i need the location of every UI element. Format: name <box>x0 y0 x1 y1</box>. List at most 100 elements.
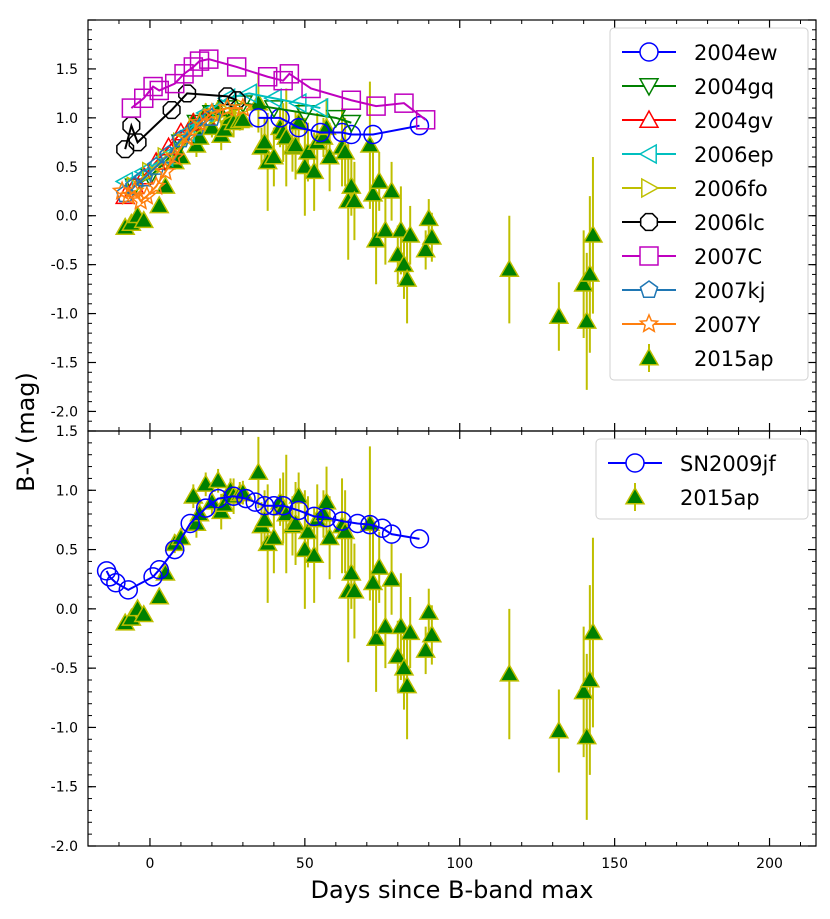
sn2015ap-point <box>396 268 418 287</box>
series-2007Y <box>111 97 254 210</box>
sn2015ap-point <box>344 190 365 209</box>
2007C-point <box>366 96 386 116</box>
top-ytick-label: -2.0 <box>51 404 78 420</box>
SN2009jf-point <box>245 492 266 512</box>
legend-label: 2007kj <box>694 279 765 303</box>
SN2009jf-point <box>409 529 430 549</box>
sn2015ap-point <box>573 681 594 700</box>
2007Y-point <box>130 190 152 210</box>
sn2015ap-point <box>155 562 176 581</box>
SN2009jf-point <box>264 495 284 516</box>
2007C-point <box>149 80 170 101</box>
2007C-point <box>341 90 362 110</box>
2006lc-point <box>116 140 135 159</box>
sn2015ap-point <box>201 117 223 136</box>
sn2015ap-point <box>248 461 269 480</box>
sn2015ap-point <box>359 134 381 153</box>
2004gq-point <box>232 95 254 114</box>
SN2009jf-point <box>347 513 368 534</box>
2007C-point <box>415 110 436 130</box>
top-ytick-label: 0.0 <box>56 209 78 225</box>
legend-marker <box>638 143 657 165</box>
y-axis-label: B-V (mag) <box>12 372 40 492</box>
sn2015ap-point <box>303 161 325 180</box>
bottom-ytick-label: -0.5 <box>51 661 78 677</box>
SN2009jf-point <box>118 580 139 600</box>
sn2015ap-point <box>548 305 570 325</box>
legend-box <box>609 27 809 381</box>
sn2015ap-point <box>418 208 440 227</box>
sn2015ap-point <box>421 624 443 643</box>
2006lc-point <box>178 84 197 103</box>
legend-marker <box>641 177 660 199</box>
2004gq-point <box>263 100 285 119</box>
sn2015ap-point <box>207 470 229 489</box>
bottom-ytick-label: 1.0 <box>56 483 78 499</box>
SN2009jf-point <box>143 567 163 587</box>
sn2015ap-point <box>396 675 418 694</box>
2007C-point <box>301 78 321 99</box>
2004ew-point <box>248 108 269 128</box>
legend-marker <box>638 313 660 333</box>
sn2015ap-point <box>294 539 316 558</box>
sn2015ap-point <box>285 512 306 531</box>
sn2015ap-point <box>499 259 520 278</box>
legend-entry-2015ap: 2015ap <box>624 483 760 511</box>
2006ep-point <box>238 83 258 104</box>
legend-label: 2006ep <box>694 143 774 167</box>
legend-label: 2015ap <box>680 486 760 510</box>
sn2015ap-point <box>232 109 254 128</box>
legend-label: 2015ap <box>694 347 774 371</box>
sn2015ap-point <box>362 572 384 591</box>
sn2015ap-point <box>368 170 390 189</box>
sn2015ap-point <box>579 263 601 282</box>
sn2015ap-point <box>499 663 520 682</box>
2007C-point <box>143 76 163 97</box>
legend-label: SN2009jf <box>680 452 776 476</box>
2006lc-point <box>122 116 141 135</box>
sn2015ap-point <box>341 562 362 581</box>
bottom-ytick-label: 1.5 <box>56 424 78 440</box>
2006lc-line <box>124 92 238 150</box>
2004ew-point <box>310 122 331 143</box>
legend-marker <box>638 109 660 128</box>
sn2015ap-point <box>288 485 309 504</box>
SN2009jf-point <box>372 518 393 538</box>
bottom-xtick-label: 0 <box>145 856 154 872</box>
sn2015ap-point <box>148 195 170 214</box>
bottom-xtick-label: 50 <box>296 856 314 872</box>
2004ew-point <box>409 115 430 136</box>
legend-marker <box>639 246 659 266</box>
sn2015ap-point <box>148 586 170 605</box>
sn2015ap-point <box>381 180 402 199</box>
sn2015ap-point <box>303 544 325 563</box>
legend-entry-2007kj: 2007kj <box>622 279 765 303</box>
2007Y-point <box>201 102 223 122</box>
sn2015ap-point <box>254 131 275 150</box>
2007Y-point <box>145 175 167 196</box>
legend-marker <box>639 42 659 62</box>
top-ytick-label: 0.5 <box>56 160 78 176</box>
2007C-point <box>257 67 278 87</box>
2007C-point <box>199 49 219 69</box>
2006fo-point <box>157 146 176 168</box>
top-ytick-label: -0.5 <box>51 258 78 274</box>
sn2015ap-point <box>362 183 384 202</box>
2007C-point <box>273 70 293 91</box>
2007C-line <box>130 58 427 121</box>
legend-marker <box>639 212 659 232</box>
2004ew-point <box>288 117 309 138</box>
sn2015ap-point <box>297 141 319 160</box>
sn2015ap-point <box>319 527 340 546</box>
sn2015ap-point <box>579 669 601 688</box>
SN2009jf-point <box>106 573 126 593</box>
2004ew-point <box>363 124 383 145</box>
2007C-point <box>394 93 414 113</box>
bottom-legend: SN2009jf 2015ap <box>595 438 809 520</box>
sn2015ap-point <box>393 254 415 273</box>
series-SN2009jf <box>96 486 430 600</box>
legend-label: 2007C <box>694 245 762 269</box>
sn2015ap-point <box>232 482 254 501</box>
2007Y-point <box>117 185 139 206</box>
